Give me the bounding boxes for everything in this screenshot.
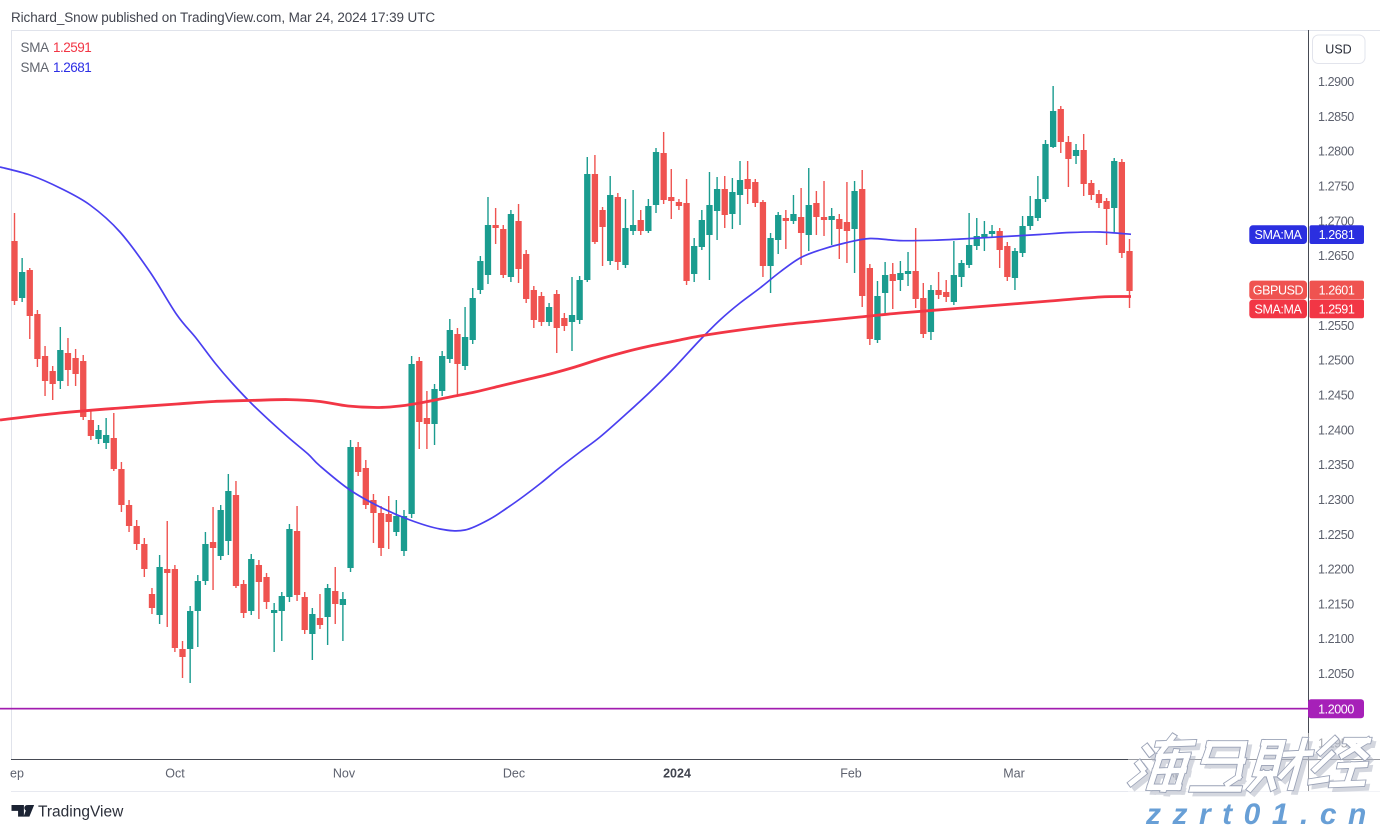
svg-text:1.2400: 1.2400 xyxy=(1318,423,1354,437)
svg-text:1.2750: 1.2750 xyxy=(1318,180,1354,194)
svg-text:USD: USD xyxy=(1325,43,1351,57)
svg-text:2024: 2024 xyxy=(663,766,691,780)
svg-text:1.2591: 1.2591 xyxy=(1319,302,1355,316)
svg-text:1.2681: 1.2681 xyxy=(1319,228,1355,242)
svg-text:zzrt01.cn: zzrt01.cn xyxy=(1145,798,1378,831)
svg-text:1.2200: 1.2200 xyxy=(1318,563,1354,577)
svg-text:ep: ep xyxy=(10,766,24,780)
svg-text:1.2601: 1.2601 xyxy=(1319,283,1355,297)
svg-text:Dec: Dec xyxy=(503,766,525,780)
svg-text:1.2550: 1.2550 xyxy=(1318,319,1354,333)
svg-text:1.2650: 1.2650 xyxy=(1318,249,1354,263)
svg-text:1.2500: 1.2500 xyxy=(1318,354,1354,368)
svg-text:1.2850: 1.2850 xyxy=(1318,110,1354,124)
svg-text:1.2900: 1.2900 xyxy=(1318,75,1354,89)
svg-text:1.2150: 1.2150 xyxy=(1318,597,1354,611)
svg-text:Mar: Mar xyxy=(1003,766,1025,780)
svg-text:1.2450: 1.2450 xyxy=(1318,389,1354,403)
svg-text:SMA: SMA xyxy=(21,40,50,55)
svg-text:TradingView: TradingView xyxy=(38,804,124,821)
svg-text:1.2250: 1.2250 xyxy=(1318,528,1354,542)
svg-text:1.2700: 1.2700 xyxy=(1318,214,1354,228)
svg-text:SMA:MA: SMA:MA xyxy=(1255,302,1303,316)
svg-text:1.2050: 1.2050 xyxy=(1318,667,1354,681)
svg-text:1.2300: 1.2300 xyxy=(1318,493,1354,507)
svg-text:1.2800: 1.2800 xyxy=(1318,145,1354,159)
svg-text:1.2100: 1.2100 xyxy=(1318,632,1354,646)
svg-text:Richard_Snow published on Trad: Richard_Snow published on TradingView.co… xyxy=(11,10,435,25)
svg-text:GBPUSD: GBPUSD xyxy=(1253,283,1304,297)
svg-text:Nov: Nov xyxy=(333,766,356,780)
svg-text:SMA:MA: SMA:MA xyxy=(1255,228,1303,242)
svg-text:Oct: Oct xyxy=(165,766,185,780)
svg-text:1.2350: 1.2350 xyxy=(1318,458,1354,472)
svg-text:1.2681: 1.2681 xyxy=(53,60,91,75)
svg-text:Feb: Feb xyxy=(840,766,862,780)
svg-text:1.2591: 1.2591 xyxy=(53,40,91,55)
svg-text:SMA: SMA xyxy=(21,60,50,75)
svg-text:1.2000: 1.2000 xyxy=(1318,703,1354,717)
